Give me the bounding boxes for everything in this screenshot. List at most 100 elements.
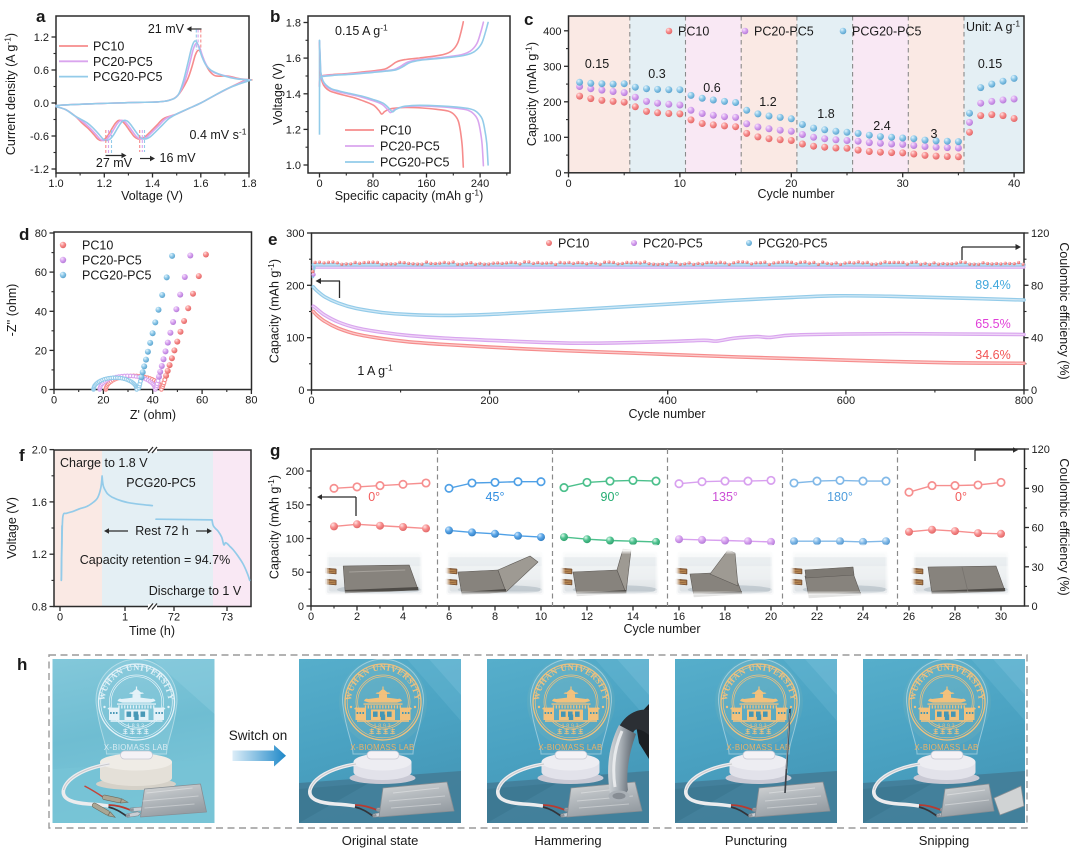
svg-text:PCG20-PC5: PCG20-PC5 [758, 237, 828, 251]
svg-text:1.0: 1.0 [48, 178, 63, 190]
svg-text:1893: 1893 [938, 724, 957, 730]
svg-text:30: 30 [897, 178, 909, 190]
svg-text:0.8: 0.8 [32, 602, 47, 614]
svg-text:0°: 0° [368, 490, 380, 504]
svg-text:X-BIOMASS LAB: X-BIOMASS LAB [104, 743, 168, 752]
svg-text:-0.6: -0.6 [30, 131, 49, 143]
svg-text:1893: 1893 [374, 724, 393, 730]
svg-text:PC20-PC5: PC20-PC5 [82, 254, 142, 268]
svg-text:PC20-PC5: PC20-PC5 [643, 237, 703, 251]
svg-text:1.4: 1.4 [286, 89, 301, 101]
svg-text:e: e [268, 230, 277, 249]
svg-text:0: 0 [57, 612, 63, 624]
svg-text:Voltage (V): Voltage (V) [271, 63, 285, 125]
svg-text:50: 50 [292, 567, 304, 579]
svg-text:3: 3 [931, 127, 938, 141]
svg-text:0°: 0° [955, 490, 967, 504]
svg-text:1.6: 1.6 [286, 53, 301, 65]
svg-text:X-BIOMASS LAB: X-BIOMASS LAB [538, 743, 602, 752]
svg-text:1.4: 1.4 [145, 178, 160, 190]
svg-text:X-BIOMASS LAB: X-BIOMASS LAB [726, 743, 790, 752]
svg-text:0.15 A g-1: 0.15 A g-1 [335, 23, 388, 39]
svg-text:0.3: 0.3 [648, 67, 665, 81]
svg-text:90: 90 [1032, 483, 1044, 495]
svg-text:2.4: 2.4 [873, 119, 890, 133]
svg-text:1.8: 1.8 [817, 107, 834, 121]
svg-text:0.4 mV s-1: 0.4 mV s-1 [190, 127, 247, 143]
svg-text:Specific capacity (mAh g-1): Specific capacity (mAh g-1) [335, 188, 484, 204]
svg-text:X-BIOMASS LAB: X-BIOMASS LAB [914, 743, 978, 752]
svg-text:0: 0 [1031, 385, 1037, 397]
svg-text:Puncturing: Puncturing [725, 833, 787, 848]
svg-text:Unit: A g-1: Unit: A g-1 [966, 19, 1020, 35]
svg-text:2.0: 2.0 [32, 445, 47, 457]
svg-text:20: 20 [785, 178, 797, 190]
svg-text:300: 300 [286, 228, 304, 240]
svg-text:PCG20-PC5: PCG20-PC5 [82, 269, 152, 283]
svg-text:27 mV: 27 mV [96, 156, 133, 170]
svg-text:c: c [524, 10, 533, 29]
svg-text:0: 0 [555, 168, 561, 180]
svg-text:1: 1 [122, 612, 128, 624]
svg-text:160: 160 [417, 178, 435, 190]
svg-text:0: 0 [565, 178, 571, 190]
svg-text:60: 60 [35, 267, 47, 279]
svg-text:40: 40 [147, 395, 159, 407]
svg-text:240: 240 [471, 178, 489, 190]
svg-text:40: 40 [1031, 333, 1043, 345]
svg-text:g: g [270, 441, 280, 460]
svg-text:1893: 1893 [562, 724, 581, 730]
svg-text:1.8: 1.8 [241, 178, 256, 190]
svg-text:120: 120 [1031, 228, 1049, 240]
svg-text:1.2: 1.2 [759, 95, 776, 109]
svg-text:Capacity (mAh g-1): Capacity (mAh g-1) [266, 475, 282, 579]
svg-text:Capacity retention = 94.7%: Capacity retention = 94.7% [80, 553, 230, 567]
svg-text:1.2: 1.2 [32, 549, 47, 561]
svg-text:40: 40 [35, 306, 47, 318]
svg-text:800: 800 [1015, 395, 1033, 407]
svg-text:45°: 45° [486, 490, 505, 504]
svg-text:30: 30 [995, 611, 1007, 623]
svg-text:0: 0 [41, 385, 47, 397]
svg-text:Capacity (mAh g-1): Capacity (mAh g-1) [524, 42, 540, 146]
svg-text:10: 10 [535, 611, 547, 623]
svg-text:80: 80 [245, 395, 257, 407]
svg-text:0.6: 0.6 [34, 65, 49, 77]
svg-text:200: 200 [543, 97, 561, 109]
svg-text:1.8: 1.8 [286, 18, 301, 30]
svg-text:PC10: PC10 [93, 40, 124, 54]
svg-text:73: 73 [221, 612, 233, 624]
svg-text:1.2: 1.2 [34, 32, 49, 44]
svg-text:Current density (A g-1): Current density (A g-1) [3, 33, 19, 155]
svg-text:f: f [19, 446, 25, 465]
svg-text:PC20-PC5: PC20-PC5 [93, 55, 153, 69]
svg-text:89.4%: 89.4% [975, 278, 1010, 292]
svg-text:0: 0 [316, 178, 322, 190]
svg-text:72: 72 [168, 612, 180, 624]
svg-text:Cycle number: Cycle number [628, 407, 705, 421]
svg-text:Z' (ohm): Z' (ohm) [130, 408, 176, 422]
svg-text:18: 18 [719, 611, 731, 623]
svg-text:PC20-PC5: PC20-PC5 [380, 140, 440, 154]
svg-text:Original state: Original state [342, 833, 419, 848]
svg-text:0.0: 0.0 [34, 98, 49, 110]
svg-text:6: 6 [446, 611, 452, 623]
svg-text:Cycle number: Cycle number [757, 187, 834, 201]
svg-text:0: 0 [298, 601, 304, 613]
svg-text:12: 12 [581, 611, 593, 623]
svg-text:80: 80 [1031, 280, 1043, 292]
svg-text:20: 20 [765, 611, 777, 623]
svg-text:PCG20-PC5: PCG20-PC5 [93, 70, 163, 84]
svg-text:PCG20-PC5: PCG20-PC5 [126, 476, 196, 490]
svg-text:1.6: 1.6 [193, 178, 208, 190]
svg-text:21 mV: 21 mV [148, 22, 185, 36]
svg-text:16: 16 [673, 611, 685, 623]
svg-text:180°: 180° [827, 490, 853, 504]
svg-text:a: a [36, 7, 46, 26]
svg-text:0: 0 [308, 611, 314, 623]
svg-text:1893: 1893 [750, 724, 769, 730]
svg-text:30: 30 [1032, 562, 1044, 574]
svg-text:90°: 90° [601, 490, 620, 504]
svg-text:100: 100 [543, 132, 561, 144]
svg-text:Time (h): Time (h) [129, 624, 175, 638]
